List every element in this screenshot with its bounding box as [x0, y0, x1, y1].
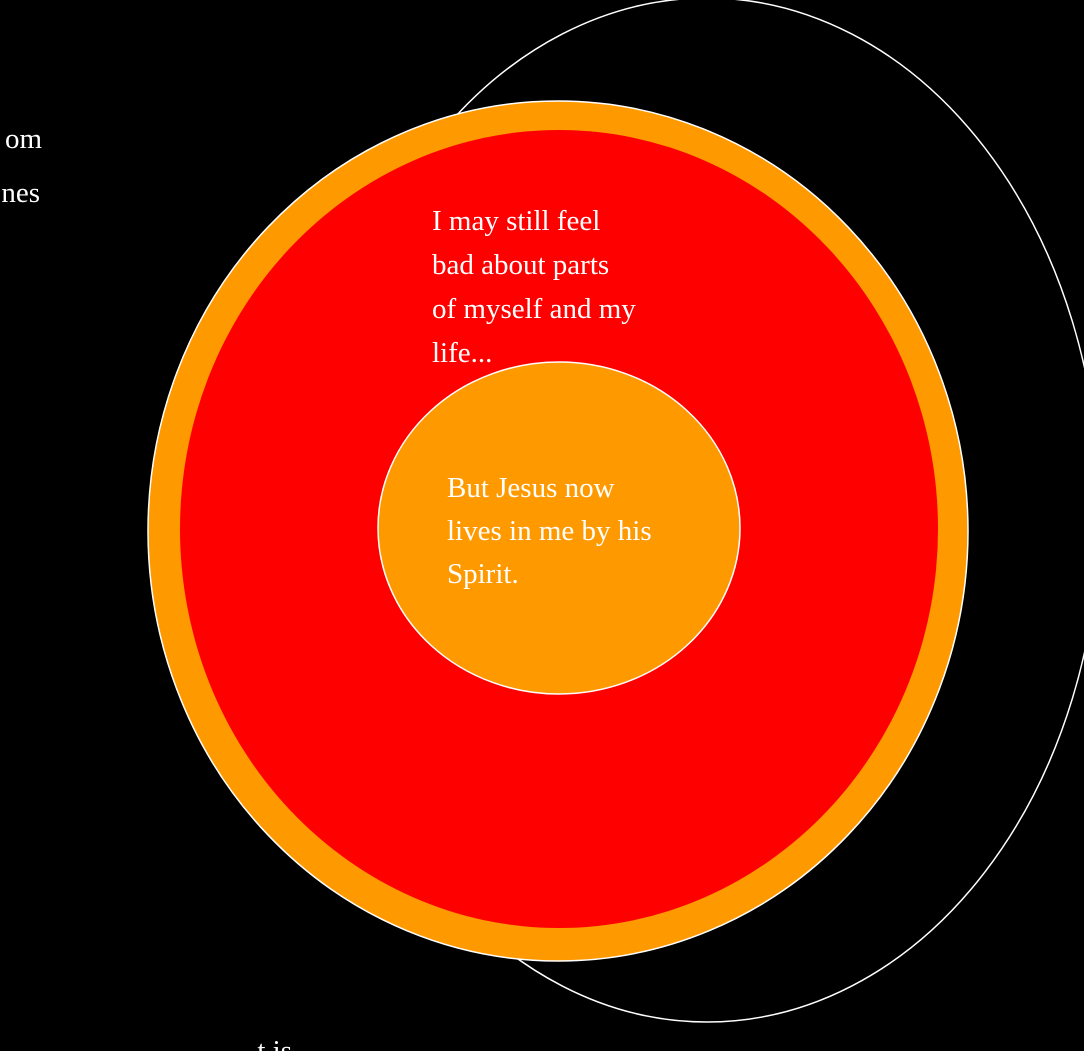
side-text-line: om — [5, 123, 43, 155]
outer-text-line: I may still feel — [432, 205, 600, 237]
outer-text-line: bad about parts — [432, 249, 609, 281]
inner-text-line: Spirit. — [447, 558, 519, 590]
inner-text-line: But Jesus now — [447, 472, 615, 504]
outer-text-line: of myself and my — [432, 293, 636, 325]
inner-text-line: lives in me by his — [447, 515, 652, 547]
outer-text-line: life... — [432, 337, 492, 369]
side-text-line: nes — [1, 177, 40, 209]
side-text-line: t is — [257, 1035, 292, 1051]
inner-text: But Jesus now lives in me by his Spirit. — [447, 472, 652, 590]
outer-text: I may still feel bad about parts of myself… — [432, 205, 636, 369]
inner-circle — [377, 361, 741, 695]
